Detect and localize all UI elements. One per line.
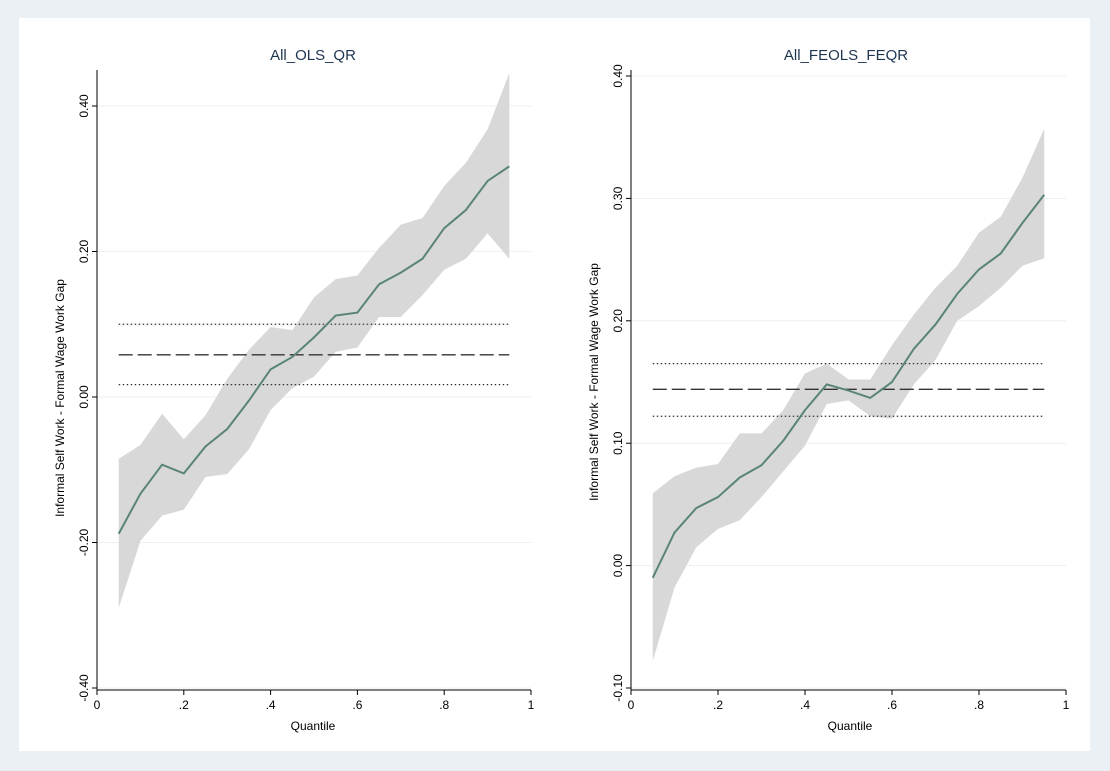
x-tick-label: .4 bbox=[800, 698, 810, 712]
x-tick-label: 1 bbox=[528, 698, 535, 712]
x-axis-label: Quantile bbox=[291, 719, 336, 733]
chart-left: All_OLS_QR Quantile Informal Self Work -… bbox=[53, 47, 535, 733]
confidence-band bbox=[652, 128, 1045, 662]
x-tick-label: 0 bbox=[628, 698, 635, 712]
x-tick-label: 1 bbox=[1063, 698, 1070, 712]
quantile-estimate-line bbox=[117, 165, 510, 535]
x-tick-label: 0 bbox=[94, 698, 101, 712]
y-tick-label: 0.20 bbox=[611, 309, 625, 333]
x-axis-label: Quantile bbox=[828, 719, 873, 733]
x-tick-label: .8 bbox=[974, 698, 984, 712]
y-tick-label: -0.10 bbox=[611, 674, 625, 702]
x-tick-label: .6 bbox=[887, 698, 897, 712]
y-tick-label: 0.30 bbox=[611, 186, 625, 210]
x-tick-label: .4 bbox=[266, 698, 276, 712]
y-tick-label: 0.20 bbox=[77, 239, 91, 263]
y-tick-label: 0.00 bbox=[611, 554, 625, 578]
x-tick-label: .2 bbox=[713, 698, 723, 712]
chart-title: All_FEOLS_FEQR bbox=[784, 47, 908, 64]
y-axis-label: Informal Self Work - Formal Wage Work Ga… bbox=[53, 279, 67, 517]
y-tick-label: 0.40 bbox=[611, 64, 625, 88]
y-tick-label: 0.10 bbox=[611, 431, 625, 455]
y-axis-label: Informal Self Work - Formal Wage Work Ga… bbox=[587, 263, 601, 501]
y-tick-label: 0.40 bbox=[77, 94, 91, 118]
x-tick-label: .6 bbox=[352, 698, 362, 712]
y-tick-label: -0.40 bbox=[77, 674, 91, 702]
chart-right: All_FEOLS_FEQR Quantile Informal Self Wo… bbox=[587, 47, 1070, 733]
quantile-estimate-line bbox=[651, 194, 1046, 579]
y-tick-label: -0.20 bbox=[77, 529, 91, 557]
x-tick-label: .8 bbox=[439, 698, 449, 712]
confidence-band bbox=[118, 73, 510, 608]
chart-title: All_OLS_QR bbox=[270, 47, 356, 64]
y-tick-label: 0.00 bbox=[77, 385, 91, 409]
x-tick-label: .2 bbox=[179, 698, 189, 712]
